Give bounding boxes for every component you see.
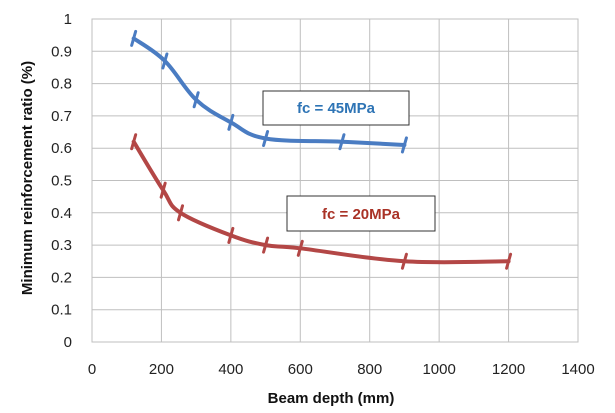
x-tick-label: 800 bbox=[357, 361, 382, 378]
annotation-20mpa: fc = 20MPa bbox=[286, 195, 436, 232]
annotation-box bbox=[262, 90, 410, 126]
annotations: fc = 45MPa fc = 20MPa bbox=[262, 90, 436, 232]
y-tick-label: 0.4 bbox=[51, 205, 72, 222]
y-tick-label: 0.1 bbox=[51, 302, 72, 319]
x-tick-label: 200 bbox=[149, 361, 174, 378]
series-1 bbox=[130, 133, 513, 270]
data-point-marker bbox=[262, 236, 270, 254]
data-point-marker bbox=[400, 252, 408, 270]
y-tick-label: 0.8 bbox=[51, 76, 72, 93]
data-point-marker bbox=[227, 226, 235, 244]
data-point-marker bbox=[130, 29, 138, 47]
x-tick-label: 1000 bbox=[422, 361, 455, 378]
y-tick-label: 0.6 bbox=[51, 140, 72, 157]
annotation-label: fc = 20MPa bbox=[322, 206, 401, 223]
data-point-marker bbox=[296, 239, 304, 257]
series-0 bbox=[130, 29, 408, 154]
data-point-marker bbox=[177, 204, 185, 222]
data-point-marker bbox=[338, 133, 346, 151]
y-tick-label: 0.3 bbox=[51, 237, 72, 254]
annotation-45mpa: fc = 45MPa bbox=[262, 90, 410, 126]
data-point-marker bbox=[161, 52, 169, 70]
x-tick-label: 600 bbox=[288, 361, 313, 378]
data-point-marker bbox=[400, 136, 408, 154]
data-point-marker bbox=[130, 133, 138, 151]
data-point-marker bbox=[159, 181, 167, 199]
data-point-marker bbox=[227, 113, 235, 131]
x-tick-label: 1400 bbox=[561, 361, 594, 378]
y-axis-title: Minimum reinforcement ratio (%) bbox=[19, 61, 36, 295]
y-tick-label: 1 bbox=[64, 11, 72, 28]
data-point-marker bbox=[505, 252, 513, 270]
y-tick-label: 0.7 bbox=[51, 108, 72, 125]
y-tick-label: 0.2 bbox=[51, 269, 72, 286]
axes: 0 0.1 0.2 0.3 0.4 0.5 0.6 0.7 0.8 0.9 1 0 200 400 600 8… bbox=[51, 11, 595, 378]
data-point-marker bbox=[262, 130, 270, 148]
data-point-marker bbox=[192, 91, 200, 109]
annotation-label: fc = 45MPa bbox=[297, 100, 376, 117]
y-tick-label: 0 bbox=[64, 334, 72, 351]
grid bbox=[91, 18, 579, 343]
y-tick-label: 0.9 bbox=[51, 43, 72, 60]
x-axis-title: Beam depth (mm) bbox=[268, 390, 395, 407]
y-tick-label: 0.5 bbox=[51, 173, 72, 190]
x-tick-label: 1200 bbox=[492, 361, 525, 378]
x-tick-label: 0 bbox=[88, 361, 96, 378]
annotation-box bbox=[286, 195, 436, 232]
series bbox=[130, 29, 513, 270]
x-tick-label: 400 bbox=[218, 361, 243, 378]
